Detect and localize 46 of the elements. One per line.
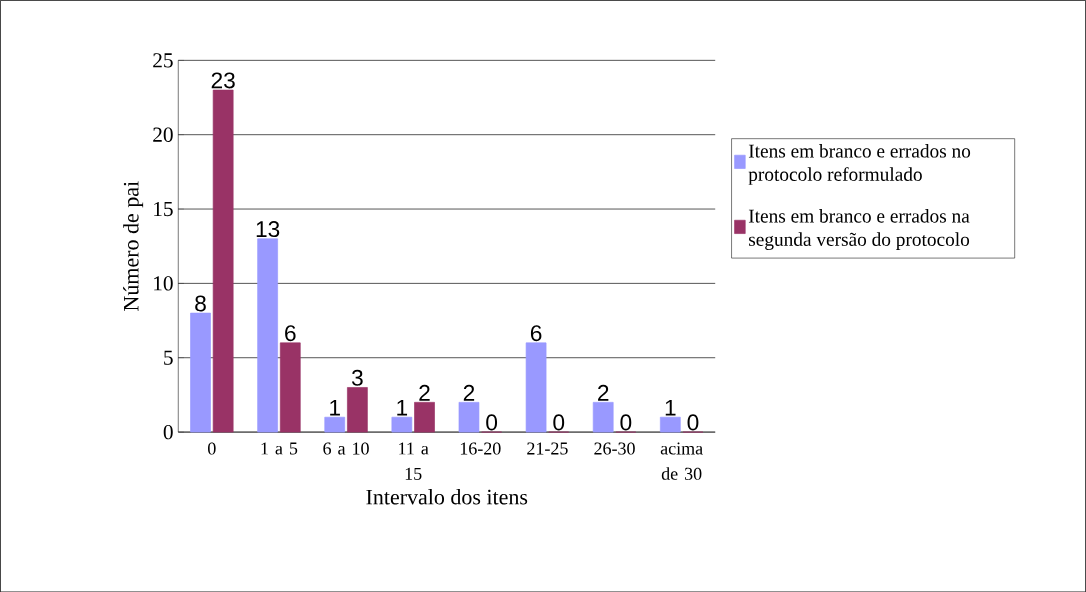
y-tick-label: 25 bbox=[153, 53, 173, 68]
y-tick-label: 15 bbox=[154, 201, 173, 217]
x-tick-label: 0 bbox=[208, 442, 216, 455]
bar bbox=[525, 342, 547, 433]
bar bbox=[190, 312, 211, 433]
data-label: 13 bbox=[256, 220, 280, 237]
bar bbox=[212, 89, 234, 433]
legend-label: Itens em branco e errados no protocolo reformulado bbox=[748, 143, 971, 185]
bar bbox=[659, 416, 681, 433]
bar bbox=[592, 401, 614, 433]
y-tick-label: 20 bbox=[153, 127, 173, 142]
bar bbox=[324, 416, 346, 433]
bar bbox=[257, 238, 278, 433]
y-tick-label: 10 bbox=[154, 276, 173, 291]
data-label: 0 bbox=[620, 414, 632, 431]
x-tick-label: 6 a 10 bbox=[323, 442, 369, 455]
bar bbox=[414, 401, 435, 433]
y-tick-label: 0 bbox=[163, 424, 173, 440]
data-label: 8 bbox=[195, 295, 206, 312]
x-tick-label: 26-30 bbox=[594, 442, 635, 455]
x-axis-title: Intervalo dos itens bbox=[366, 488, 528, 505]
legend-label: Itens em branco e errados na segunda versão do protocolo bbox=[748, 208, 970, 250]
data-label: 1 bbox=[665, 399, 676, 416]
data-label: 3 bbox=[351, 369, 363, 386]
data-label: 0 bbox=[687, 414, 699, 431]
x-tick-label: 11 a 15 bbox=[399, 442, 429, 480]
data-label: 0 bbox=[553, 414, 565, 431]
bar bbox=[391, 416, 413, 433]
data-label: 2 bbox=[598, 384, 609, 401]
data-label: 1 bbox=[397, 399, 408, 416]
y-axis-title: Número de pai bbox=[123, 181, 144, 311]
bar bbox=[279, 342, 301, 433]
y-tick-label: 5 bbox=[164, 350, 173, 365]
x-tick-label: acima de 30 bbox=[660, 442, 703, 480]
data-label: 2 bbox=[463, 384, 475, 401]
data-label: 0 bbox=[486, 414, 498, 431]
x-tick-label: 1 a 5 bbox=[261, 442, 298, 455]
x-tick-label: 16-20 bbox=[460, 442, 501, 455]
x-tick-label: 21-25 bbox=[527, 442, 568, 455]
bar bbox=[458, 401, 480, 433]
bar bbox=[347, 386, 368, 433]
data-label: 6 bbox=[285, 324, 296, 342]
data-label: 23 bbox=[211, 72, 235, 89]
data-label: 2 bbox=[419, 384, 430, 401]
data-label: 6 bbox=[530, 324, 542, 342]
data-label: 1 bbox=[330, 399, 340, 416]
